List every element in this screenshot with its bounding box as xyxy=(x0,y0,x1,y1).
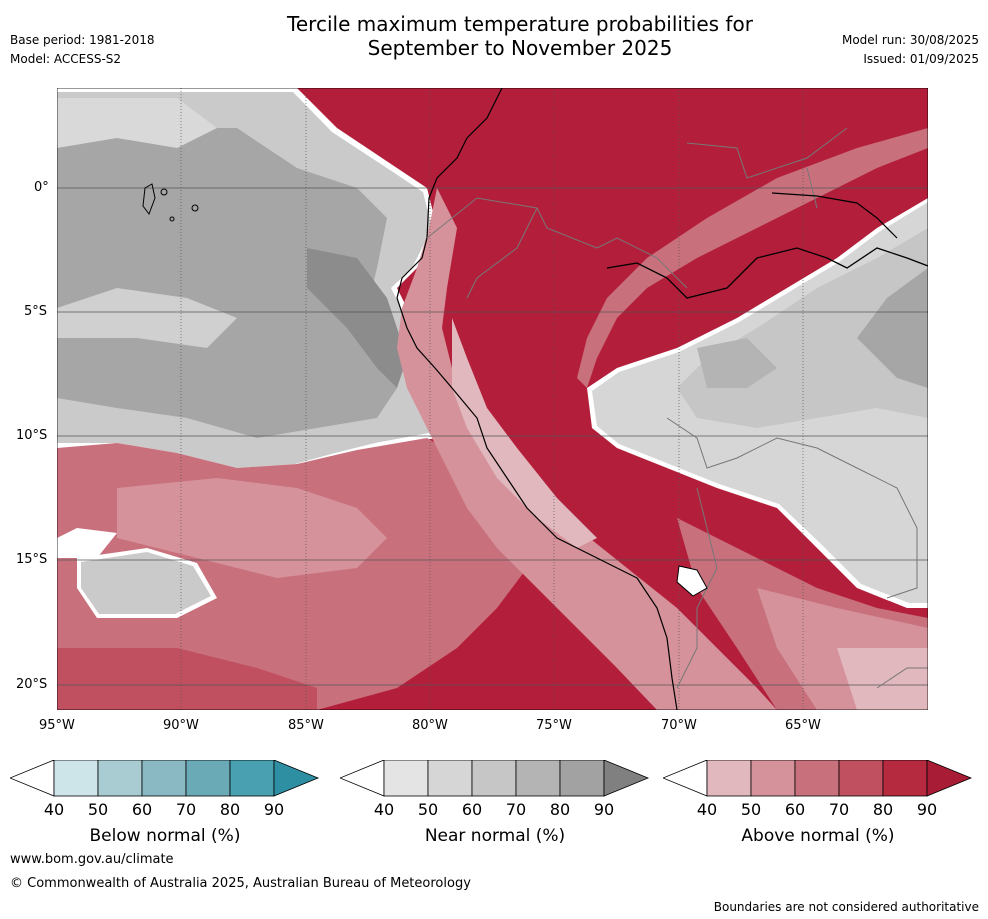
southeast-above-normal-50 xyxy=(837,648,928,710)
above-normal-colorbar-label: Above normal (%) xyxy=(741,826,895,846)
coastline xyxy=(396,88,678,710)
near-normal-60-region xyxy=(57,128,397,438)
near-normal-colorbar-segment xyxy=(515,759,561,797)
near-normal-colorbar-label: Near normal (%) xyxy=(424,826,566,846)
above-normal-70-edge xyxy=(577,128,928,388)
country-borders xyxy=(426,127,928,689)
below-normal-colorbar-segment xyxy=(53,759,99,797)
galapagos-islands xyxy=(142,183,199,222)
near-normal-colorbar-segment xyxy=(471,759,517,797)
near-normal-lighter-region-2 xyxy=(57,288,237,348)
lat-label-15s: 15°S xyxy=(16,552,48,567)
lake-titicaca xyxy=(676,565,708,597)
near-normal-colorbar-tick: 40 xyxy=(373,800,395,819)
below-normal-colorbar-tick: 50 xyxy=(87,800,109,819)
near-normal-colorbar-max-triangle xyxy=(603,759,650,797)
above-normal-colorbar-segment xyxy=(794,759,840,797)
lat-label-10s: 10°S xyxy=(16,428,48,443)
near-normal-colorbar-graphic xyxy=(338,759,650,797)
below-normal-colorbar-segment xyxy=(97,759,143,797)
lon-label-95w: 95°W xyxy=(39,718,75,733)
near-normal-colorbar-segment xyxy=(383,759,429,797)
above-normal-60-region xyxy=(117,478,387,578)
east-near-normal-70-region xyxy=(857,268,928,388)
chart-title: Tercile maximum temperature probabilitie… xyxy=(50,12,988,60)
east-near-normal-patch xyxy=(697,338,777,388)
near-normal-colorbar: 40 50 60 70 80 90 Near normal (%) xyxy=(338,759,650,850)
lon-label-90w: 90°W xyxy=(163,718,199,733)
graticule xyxy=(57,88,928,710)
below-normal-colorbar-max-triangle xyxy=(273,759,320,797)
model-run: Model run: 30/08/2025 xyxy=(841,33,979,47)
issued-date: Issued: 01/09/2025 xyxy=(863,52,979,66)
below-normal-colorbar-segment xyxy=(229,759,275,797)
near-normal-colorbar-segment xyxy=(559,759,605,797)
coastal-above-normal-50-band xyxy=(452,318,597,548)
near-normal-colorbar-tick: 60 xyxy=(461,800,483,819)
above-normal-colorbar-tick: 50 xyxy=(740,800,762,819)
lat-label-5s: 5°S xyxy=(24,304,48,319)
title-line-2: September to November 2025 xyxy=(367,36,673,60)
near-normal-colorbar-tick: 90 xyxy=(593,800,615,819)
lat-label-20s: 20°S xyxy=(16,677,48,692)
above-normal-colorbar-segment xyxy=(838,759,884,797)
below-normal-colorbar-segment xyxy=(185,759,231,797)
above-normal-colorbar-graphic xyxy=(661,759,973,797)
near-normal-strip-border xyxy=(57,528,117,558)
coastal-above-normal-band xyxy=(397,188,777,710)
above-normal-colorbar-tick: 60 xyxy=(784,800,806,819)
lat-label-0: 0° xyxy=(34,180,49,195)
base-period: Base period: 1981-2018 xyxy=(10,33,155,47)
near-normal-lighter-region xyxy=(57,98,217,148)
lon-label-70w: 70°W xyxy=(661,718,697,733)
below-normal-colorbar-label: Below normal (%) xyxy=(89,826,241,846)
above-normal-colorbar-tick: 80 xyxy=(872,800,894,819)
near-normal-colorbar-tick: 80 xyxy=(549,800,571,819)
below-normal-colorbar-tick: 90 xyxy=(263,800,285,819)
near-normal-colorbar-min-triangle xyxy=(338,759,385,797)
near-normal-70-region xyxy=(307,248,407,388)
footer-url[interactable]: www.bom.gov.au/climate xyxy=(10,852,174,867)
lon-label-85w: 85°W xyxy=(288,718,324,733)
below-normal-colorbar-tick: 60 xyxy=(131,800,153,819)
above-normal-colorbar-tick: 90 xyxy=(916,800,938,819)
amazon-mouth xyxy=(771,192,898,239)
footer-disclaimer: Boundaries are not considered authoritat… xyxy=(713,900,979,914)
above-normal-colorbar-max-triangle xyxy=(926,759,973,797)
near-normal-colorbar-segment xyxy=(427,759,473,797)
below-normal-colorbar-graphic xyxy=(8,759,320,797)
amazon-river xyxy=(606,247,928,299)
near-normal-colorbar-tick: 50 xyxy=(417,800,439,819)
title-line-1: Tercile maximum temperature probabilitie… xyxy=(287,12,753,36)
near-normal-colorbar-tick: 70 xyxy=(505,800,527,819)
below-normal-colorbar-segment xyxy=(141,759,187,797)
above-normal-80-region xyxy=(57,648,317,710)
below-normal-colorbar: 40 50 60 70 80 90 Below normal (%) xyxy=(8,759,320,850)
above-normal-colorbar-tick: 70 xyxy=(828,800,850,819)
near-normal-patch xyxy=(81,552,211,614)
above-normal-colorbar-tick: 40 xyxy=(696,800,718,819)
below-normal-colorbar-tick: 80 xyxy=(219,800,241,819)
probability-map xyxy=(57,88,928,710)
below-normal-colorbar-tick: 40 xyxy=(43,800,65,819)
lon-label-80w: 80°W xyxy=(412,718,448,733)
above-normal-colorbar: 40 50 60 70 80 90 Above normal (%) xyxy=(661,759,973,850)
above-normal-colorbar-segment xyxy=(882,759,928,797)
below-normal-colorbar-min-triangle xyxy=(8,759,55,797)
above-normal-colorbar-min-triangle xyxy=(661,759,708,797)
above-normal-colorbar-segment xyxy=(706,759,752,797)
footer-copyright: © Commonwealth of Australia 2025, Austra… xyxy=(10,876,471,891)
lon-label-75w: 75°W xyxy=(536,718,572,733)
below-normal-colorbar-tick: 70 xyxy=(175,800,197,819)
model-name: Model: ACCESS-S2 xyxy=(10,52,122,66)
lon-label-65w: 65°W xyxy=(785,718,821,733)
above-normal-colorbar-segment xyxy=(750,759,796,797)
